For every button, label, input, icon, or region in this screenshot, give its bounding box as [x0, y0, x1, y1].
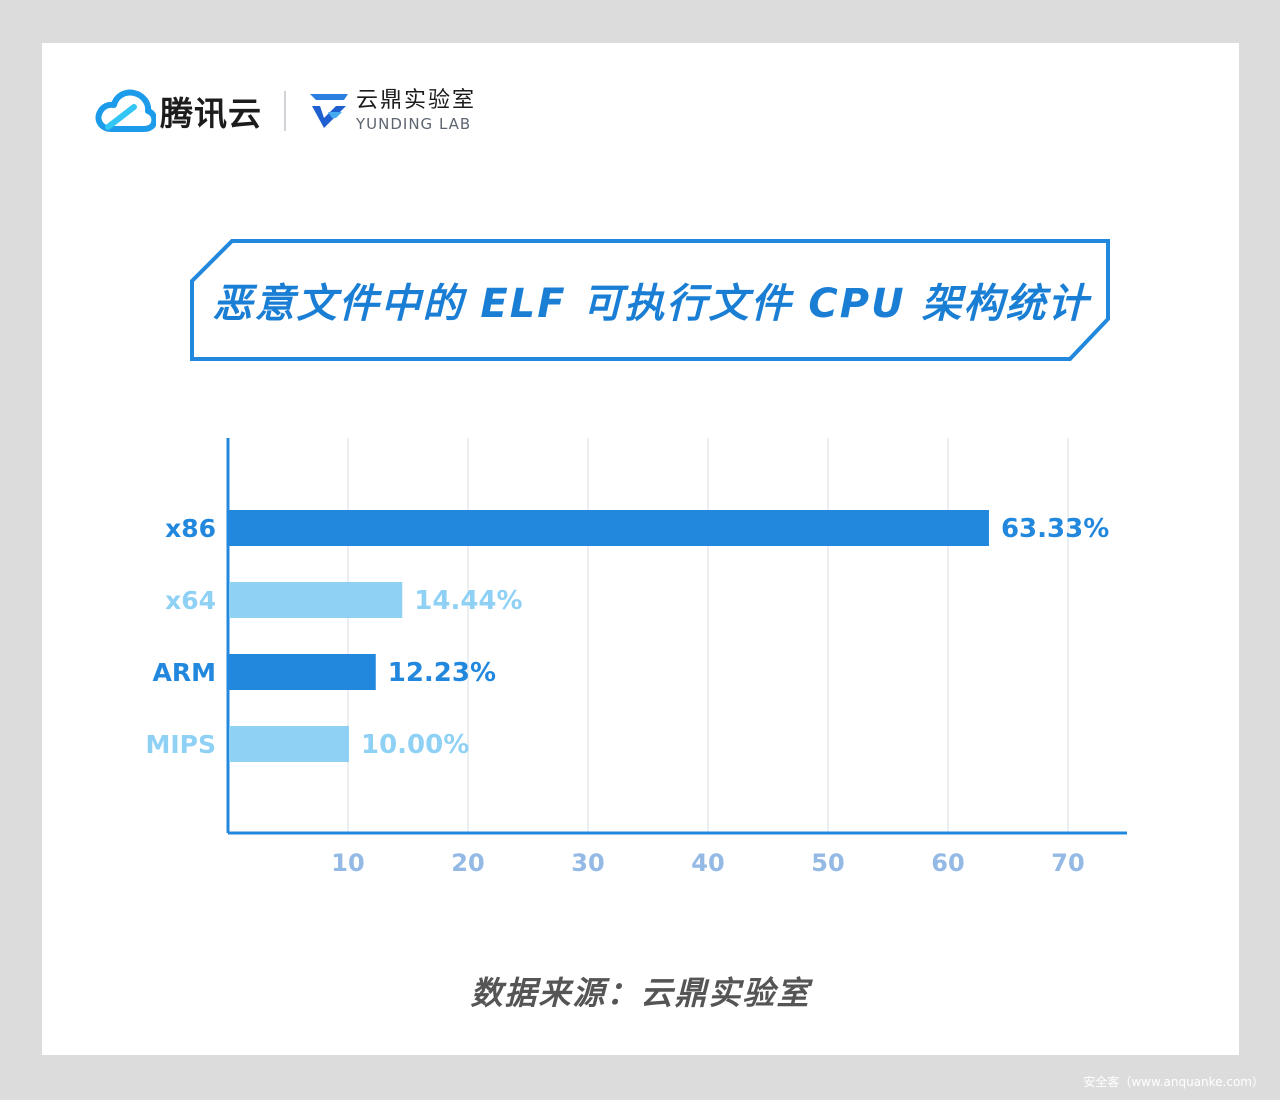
x-tick-60: 60 — [931, 849, 964, 877]
infographic-card: 腾讯云 云鼎实验室 YUNDING LAB 恶意文件中的 ELF 可执行文件 C… — [42, 43, 1239, 1055]
x-tick-20: 20 — [451, 849, 484, 877]
lab-name-cn: 云鼎实验室 — [356, 88, 477, 113]
data-source: 数据来源：云鼎实验室 — [470, 974, 811, 1012]
cloud-icon — [95, 89, 156, 132]
value-label-x86: 63.33% — [1001, 514, 1109, 544]
category-label-x86: x86 — [165, 514, 216, 543]
lab-name: 云鼎实验室 YUNDING LAB — [356, 90, 476, 132]
x-tick-10: 10 — [331, 849, 364, 877]
bar-x86 — [229, 510, 989, 546]
x-tick-70: 70 — [1051, 849, 1084, 877]
lab-name-en: YUNDING LAB — [356, 115, 472, 133]
bar-mips — [229, 726, 349, 762]
value-label-mips: 10.00% — [361, 730, 469, 760]
yunding-g-icon — [310, 94, 348, 128]
category-label-arm: ARM — [153, 658, 216, 687]
x-tick-50: 50 — [811, 849, 844, 877]
value-label-arm: 12.23% — [388, 658, 496, 688]
brand-name: 腾讯云 — [160, 94, 262, 133]
watermark: 安全客（www.anquanke.com） — [1083, 1075, 1264, 1089]
bar-chart: x86 63.33% x64 14.44% ARM 12.23% MIPS 10.00% 10 2… — [145, 438, 1127, 877]
x-tick-40: 40 — [691, 849, 724, 877]
category-label-x64: x64 — [165, 586, 216, 615]
logo-divider — [284, 91, 286, 131]
bar-x64 — [229, 582, 403, 618]
title-frame — [190, 239, 1110, 361]
chart-title: 恶意文件中的 ELF 可执行文件 CPU 架构统计 — [212, 281, 1090, 327]
category-label-mips: MIPS — [145, 730, 216, 759]
value-label-x64: 14.44% — [414, 586, 522, 616]
logo-row: 腾讯云 云鼎实验室 YUNDING LAB — [94, 89, 476, 133]
bar-arm — [229, 654, 376, 690]
x-tick-30: 30 — [571, 849, 604, 877]
